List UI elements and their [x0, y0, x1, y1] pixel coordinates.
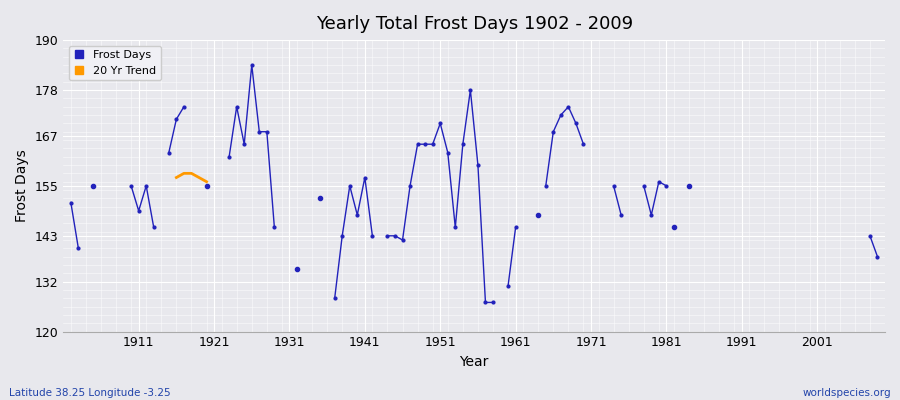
Text: Latitude 38.25 Longitude -3.25: Latitude 38.25 Longitude -3.25	[9, 388, 171, 398]
Y-axis label: Frost Days: Frost Days	[15, 150, 29, 222]
Legend: Frost Days, 20 Yr Trend: Frost Days, 20 Yr Trend	[68, 46, 161, 80]
Text: worldspecies.org: worldspecies.org	[803, 388, 891, 398]
Title: Yearly Total Frost Days 1902 - 2009: Yearly Total Frost Days 1902 - 2009	[316, 15, 633, 33]
X-axis label: Year: Year	[460, 355, 489, 369]
